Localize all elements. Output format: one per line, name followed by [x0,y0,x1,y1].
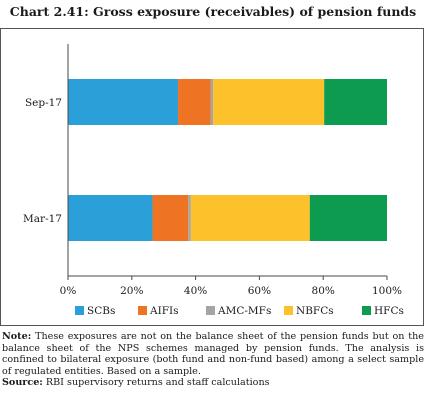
source-text: RBI supervisory returns and staff calcul… [45,377,270,389]
axes-group: Sep-17 Mar-17 0% 20% 40% 60% 80% 100% [23,44,402,297]
chart-notes: Note: These exposures are not on the bal… [2,331,424,389]
source-paragraph: Source: RBI supervisory returns and staf… [2,377,424,389]
category-label: Sep-17 [25,97,62,109]
bar-segment-nbfcs-sep-17 [213,79,325,125]
x-tick-label: 80% [312,285,335,297]
stacked-bar-chart: Sep-17 Mar-17 0% 20% 40% 60% 80% 100% SCBs AIFIs… [23,44,404,317]
bars-group [68,79,387,241]
bar-segment-amc-mfs-mar-17 [188,195,191,241]
x-tick-label: 40% [184,285,207,297]
source-label: Source: [2,377,43,389]
legend-swatch-nbfcs [284,306,293,315]
bar-segment-hfcs-sep-17 [324,79,387,125]
x-tick-label: 0% [60,285,77,297]
chart-frame [0,28,424,326]
bar-segment-hfcs-mar-17 [309,195,387,241]
legend-swatch-hfcs [362,306,371,315]
bar-segment-scbs-sep-17 [68,79,179,125]
chart-title: Chart 2.41: Gross exposure (receivables)… [9,4,417,19]
legend-label-scbs: SCBs [87,305,115,317]
legend: SCBs AIFIs AMC-MFs NBFCs HFCs [75,305,404,317]
bar-segment-scbs-mar-17 [68,195,153,241]
x-tick-label: 60% [248,285,271,297]
bar-segment-nbfcs-mar-17 [190,195,310,241]
x-tick-label: 100% [372,285,402,297]
legend-label-nbfcs: NBFCs [296,305,334,317]
note-paragraph: Note: These exposures are not on the bal… [2,331,424,377]
legend-label-aifis: AIFIs [149,305,179,317]
legend-swatch-scbs [75,306,84,315]
x-tick-label: 20% [120,285,143,297]
bar-segment-aifis-mar-17 [152,195,189,241]
note-text: These exposures are not on the balance s… [2,331,424,377]
note-label: Note: [2,331,32,342]
legend-label-amc-mfs: AMC-MFs [217,305,271,317]
bar-segment-amc-mfs-sep-17 [210,79,214,125]
legend-swatch-aifis [138,306,147,315]
category-label: Mar-17 [23,213,62,225]
legend-swatch-amc-mfs [206,306,215,315]
bar-segment-aifis-sep-17 [178,79,211,125]
legend-label-hfcs: HFCs [374,305,404,317]
